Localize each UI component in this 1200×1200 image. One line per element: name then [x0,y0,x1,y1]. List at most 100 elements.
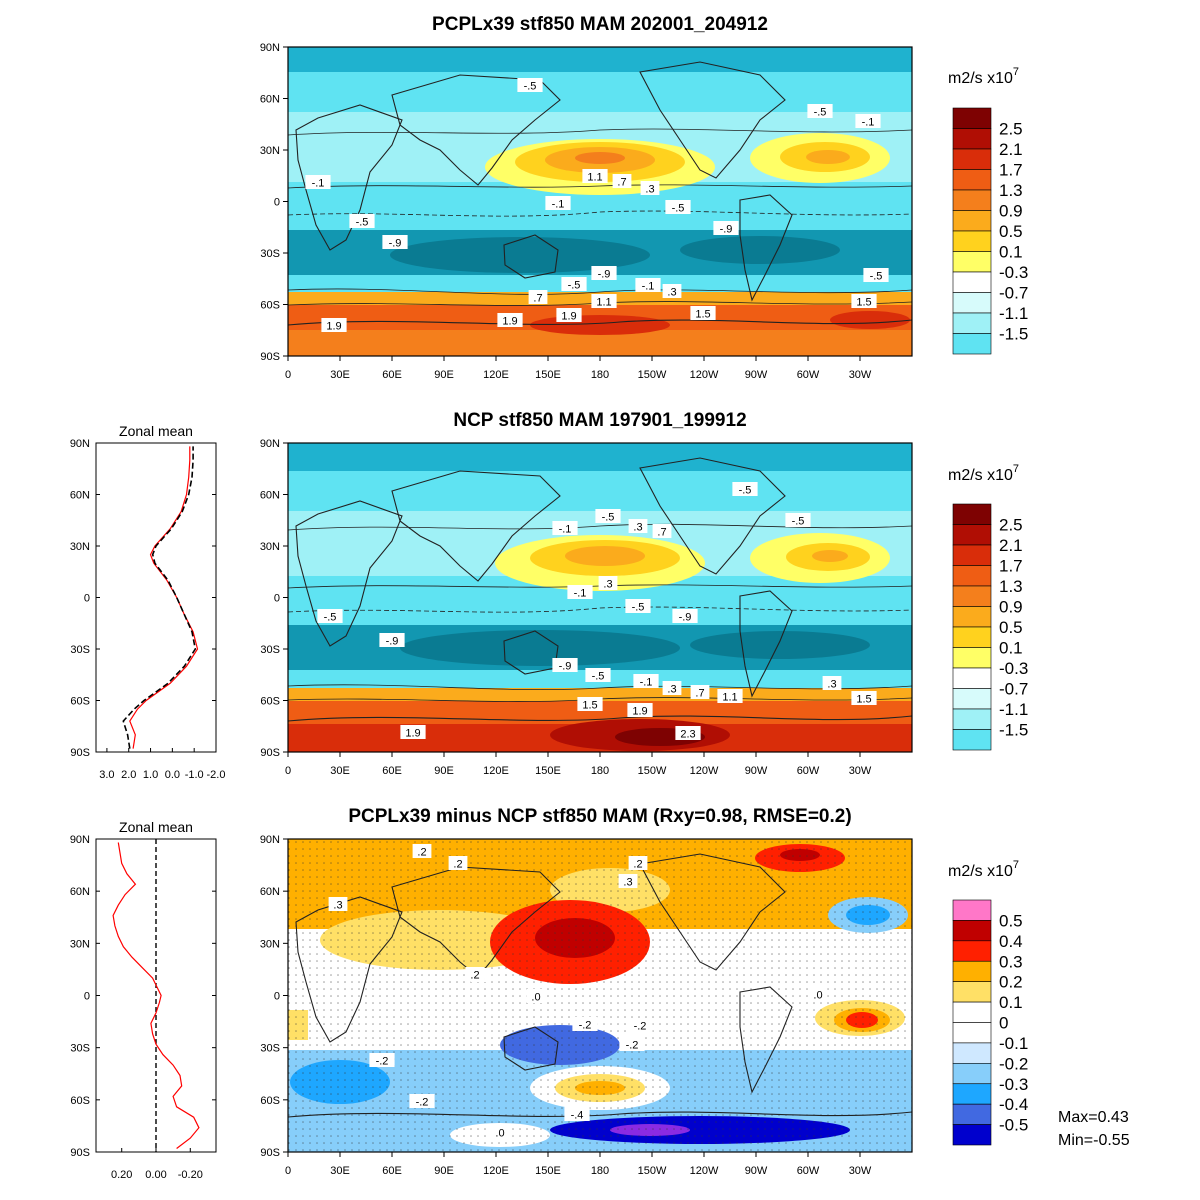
top-contour-label-box [612,174,632,188]
top-contour-label: -.5 [568,280,581,292]
middle-colorbar-box [952,544,992,566]
top-contour-label-box [582,169,608,183]
top-lon-tick-label: 120E [483,369,509,381]
bottom-zm-lat-tick-label: 90N [70,834,90,846]
bottom-contour-label: .3 [623,877,632,889]
middle-lat-tick-label: 30N [260,541,280,553]
bottom-contour-label: -.2 [634,1021,647,1033]
middle-zm-lat-tick-label: 60N [70,490,90,502]
top-colorbar-label: -1.5 [999,325,1028,344]
bottom-contour-label-box [412,844,432,858]
top-contour-label-box [591,266,617,280]
bottom-zm-lat-tick-label: 0 [84,991,90,1003]
top-map-field [288,47,912,356]
top-lon-tick-label: 90W [745,369,768,381]
middle-contour-label-box [717,689,743,703]
bottom-lat-tick-label: 90N [260,834,280,846]
middle-lon-tick-label: 60E [382,765,402,777]
middle-zm-lat-tick-label: 90N [70,438,90,450]
middle-contour-label-box [628,519,648,533]
middle-lat-tick-label: 60S [260,696,280,708]
top-colorbar-box [952,169,992,191]
top-colorbar-label: 1.3 [999,181,1023,200]
bottom-colorbar-label: 0.3 [999,952,1023,971]
top-colorbar-box [952,292,992,314]
top-contour-label-box [690,306,716,320]
top-contour-label: -.1 [552,199,565,211]
top-contour-label: -.9 [389,238,402,250]
middle-lon-tick-label: 90E [434,765,454,777]
bottom-lat-axis: 90N 60N 30N 0 30S 60S 90S [260,834,288,1159]
top-lon-tick-label: 60E [382,369,402,381]
middle-colorbar-label: 1.7 [999,557,1023,576]
top-contour-label-box [382,235,408,249]
middle-contour-label-box [732,482,758,496]
middle-zm-x-tick-label: -2.0 [207,769,226,781]
top-contour-label: 1.5 [856,297,871,309]
middle-contour-label: -.5 [324,612,337,624]
bottom-lat-tick-label: 60S [260,1095,280,1107]
top-lat-tick-label: 60S [260,300,280,312]
middle-contour-label: 2.3 [680,729,695,741]
middle-colorbar-box [952,585,992,607]
top-contour-label-box [556,308,582,322]
top-contour-label-box [851,294,877,308]
bottom-lon-tick-label: 30W [849,1165,872,1177]
bottom-contour-label-box [808,987,828,1001]
top-colorbar-label: -0.3 [999,263,1028,282]
max-value-label: Max=0.43 [1058,1109,1129,1126]
middle-contour-label-box [851,691,877,705]
middle-contour-label-box [585,668,611,682]
middle-lat-axis: 90N 60N 30N 0 30S 60S 90S [260,438,288,759]
middle-contour-label: -.5 [792,516,805,528]
top-colorbar-box [952,230,992,252]
middle-zm-lat-tick-label: 60S [70,696,90,708]
bottom-contour-label: .2 [633,859,642,871]
middle-contour-label: 1.1 [722,692,737,704]
middle-lon-tick-label: 150W [638,765,667,777]
middle-zm-x-tick-label: 0.0 [165,769,180,781]
top-colorbar: m2/s x107 2.52.11.71.30.90.50.1-0.3-0.7-… [948,66,1028,355]
top-colorbar-box [952,251,992,273]
middle-lon-axis: 0 30E 60E 90E 120E 150E 180 150W 120W 90W 60W 30W [285,752,872,777]
bottom-zm-lat-tick-label: 30N [70,938,90,950]
middle-contour-label-box [675,726,701,740]
top-lon-tick-label: 150W [638,369,667,381]
top-lon-tick-label: 0 [285,369,291,381]
top-lon-tick-label: 30E [330,369,350,381]
top-lon-tick-label: 60W [797,369,820,381]
middle-contour-label: .7 [695,688,704,700]
top-contour-label: 1.9 [502,316,517,328]
top-contour-label: -.5 [870,271,883,283]
top-contour-label-box [863,268,889,282]
middle-zm-lat-tick-label: 30S [70,644,90,656]
middle-zm-x-tick-label: -1.0 [185,769,204,781]
middle-colorbar-box [952,626,992,648]
bottom-colorbar: m2/s x107 0.50.40.30.20.10-0.1-0.2-0.3-0… [948,859,1028,1146]
bottom-contour-label-box [627,1018,653,1032]
top-contour-label-box [640,181,660,195]
middle-contour-label-box [577,697,603,711]
bottom-contour-label-box [526,989,546,1003]
middle-colorbar-label: -1.5 [999,721,1028,740]
bottom-contour-label-box [619,1037,645,1051]
middle-contour-label: -.5 [632,602,645,614]
top-colorbar-box [952,128,992,150]
bottom-contour-label-box [328,897,348,911]
middle-zm-series-pcplx39 [129,446,199,749]
bottom-contour-label-box [564,1107,590,1121]
bottom-panel-title: PCPLx39 minus NCP stf850 MAM (Rxy=0.98, … [348,806,851,827]
middle-colorbar-box [952,565,992,587]
bottom-contour-label-box [448,856,468,870]
top-lat-tick-label: 30N [260,145,280,157]
top-colorbar-label: 2.1 [999,140,1023,159]
middle-contour-label-box [595,509,621,523]
top-contour-label: -.5 [356,217,369,229]
bottom-panel: PCPLx39 minus NCP stf850 MAM (Rxy=0.98, … [70,806,1130,1181]
bottom-continents [288,853,912,1118]
bottom-colorbar-box [952,1063,992,1085]
top-contour-label: -.9 [720,224,733,236]
top-lon-axis: 0 30E 60E 90E 120E 150E 180 150W 120W 90W 60W 30W [285,356,872,381]
bottom-lon-tick-label: 150W [638,1165,667,1177]
middle-contour-label-box [552,658,578,672]
